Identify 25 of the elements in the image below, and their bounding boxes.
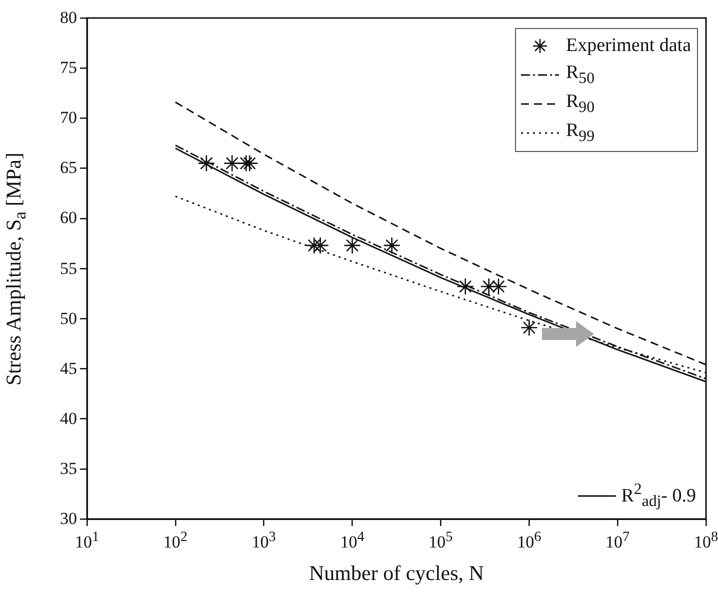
legend-label: R$^{2}$$_{adj}$- 0.9 xyxy=(621,480,696,511)
y-tick-label: 40 xyxy=(60,408,77,429)
y-tick-label: 35 xyxy=(60,458,77,479)
y-tick-label: 45 xyxy=(60,358,77,379)
x-tick-label: 10$^{3}$ xyxy=(252,529,276,553)
legend-label: R$_{99}$ xyxy=(566,120,594,146)
x-tick-label: 10$^{8}$ xyxy=(694,529,718,553)
legend-label: Experiment data xyxy=(566,34,691,56)
y-tick-label: 75 xyxy=(60,58,77,78)
y-tick-label: 65 xyxy=(60,158,77,178)
x-tick-label: 10$^{7}$ xyxy=(606,529,630,553)
legend-label: R$_{90}$ xyxy=(566,90,594,116)
x-tick-label: 10$^{1}$ xyxy=(74,529,100,553)
x-axis-title: Number of cycles, N xyxy=(308,561,485,586)
y-tick-label: 55 xyxy=(60,258,77,278)
x-tick-label: 10$^{6}$ xyxy=(517,529,542,553)
y-tick-label: 60 xyxy=(60,208,77,228)
y-tick-label: 30 xyxy=(60,509,77,529)
y-tick-label: 70 xyxy=(60,108,77,128)
x-tick-label: 10$^{4}$ xyxy=(340,529,364,553)
x-tick-label: 10$^{5}$ xyxy=(428,529,453,553)
y-tick-label: 50 xyxy=(60,308,77,329)
y-tick-label: 80 xyxy=(60,8,77,28)
x-tick-label: 10$^{2}$ xyxy=(163,529,188,553)
legend-label: R$_{50}$ xyxy=(566,62,594,88)
